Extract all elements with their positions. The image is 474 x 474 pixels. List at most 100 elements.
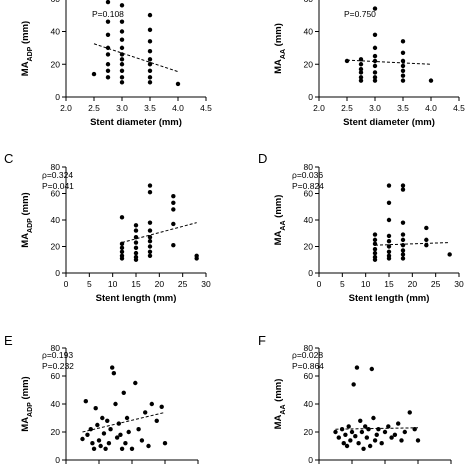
data-point: [154, 418, 159, 423]
y-tick-label: 0: [308, 455, 313, 465]
y-tick-label: 80: [304, 343, 314, 353]
data-point: [83, 399, 89, 404]
data-point: [386, 233, 392, 239]
x-tick-label: 25: [431, 279, 441, 289]
y-tick-label: 60: [51, 0, 61, 4]
data-point: [119, 245, 125, 251]
data-point: [400, 252, 406, 257]
data-point: [171, 221, 176, 227]
data-point: [105, 52, 111, 57]
data-point: [346, 424, 351, 429]
data-point: [119, 37, 125, 42]
data-point: [344, 58, 350, 64]
x-tick-label: 30: [201, 279, 211, 289]
data-point: [119, 215, 125, 220]
y-tick-label: 20: [304, 59, 314, 69]
x-tick-label: 3.5: [397, 103, 409, 113]
data-point: [400, 232, 406, 237]
data-point: [400, 256, 406, 261]
x-tick-label: 2.0: [313, 103, 325, 113]
x-tick-label: 2.5: [88, 103, 100, 113]
data-point: [106, 441, 112, 446]
x-tick-label: 2.0: [60, 103, 72, 113]
y-axis-label-unit: (mm): [20, 376, 31, 402]
data-point: [85, 432, 90, 437]
data-point: [162, 441, 168, 446]
y-tick-label: 20: [304, 242, 314, 252]
data-point: [98, 443, 103, 449]
y-tick-label: 0: [308, 92, 313, 102]
panel-letter: E: [4, 333, 13, 348]
x-tick-label: 4.0: [425, 103, 437, 113]
data-point: [108, 427, 113, 432]
data-point: [400, 73, 406, 78]
y-tick-label: 40: [51, 27, 61, 37]
y-axis-label-main: MA: [20, 417, 31, 432]
data-point: [119, 75, 125, 80]
y-axis-label-unit: (mm): [273, 195, 284, 221]
x-tick-label: 20: [408, 279, 418, 289]
data-point: [159, 404, 164, 409]
data-point: [136, 427, 141, 432]
data-point: [147, 220, 153, 225]
y-tick-label: 40: [304, 399, 314, 409]
data-point: [415, 438, 421, 443]
data-point: [367, 443, 373, 449]
data-point: [361, 446, 366, 451]
data-point: [400, 242, 406, 248]
panel-b: 2.0 2.5 3.0 3.5 4.0 4.5 0 20 40 60 Stent diameter …: [273, 0, 465, 128]
data-point: [147, 39, 153, 44]
data-point: [147, 75, 153, 80]
data-point: [372, 53, 378, 59]
y-axis-label: MAAA (mm): [273, 23, 287, 74]
data-point: [372, 75, 378, 80]
data-point: [372, 246, 378, 252]
data-point: [143, 410, 148, 415]
y-tick-label: 0: [55, 455, 60, 465]
x-tick-label: 25: [178, 279, 188, 289]
data-point: [147, 239, 153, 244]
y-axis-label-unit: (mm): [20, 192, 31, 218]
data-point: [376, 427, 381, 432]
y-axis-label-sub: AA: [280, 49, 287, 59]
x-tick-label: 0: [64, 279, 69, 289]
y-axis-label-main: MA: [20, 61, 31, 76]
data-point: [119, 45, 125, 51]
data-point: [119, 62, 125, 67]
y-axis-label-unit: (mm): [20, 21, 31, 47]
panel-d: 0 5 10 15 20 25 30 0 20 40 60 80 Stent length (mm) MA…: [258, 151, 464, 304]
data-point: [119, 68, 125, 74]
x-tick-label: 3.0: [369, 103, 381, 113]
data-point: [139, 438, 145, 443]
y-tick-label: 60: [304, 0, 314, 4]
y-tick-label: 80: [51, 343, 61, 353]
data-point: [400, 58, 406, 64]
x-axis-label: Stent length (mm): [96, 293, 177, 304]
y-axis-label-sub: ADP: [27, 218, 34, 233]
data-point: [100, 415, 105, 421]
data-point: [110, 365, 115, 370]
x-tick-label: 15: [131, 279, 141, 289]
stat-text: ρ=0.193: [42, 350, 73, 360]
data-point: [407, 410, 412, 415]
data-point: [372, 250, 378, 256]
data-point: [133, 250, 139, 256]
data-point: [91, 71, 97, 77]
data-point: [123, 441, 128, 446]
data-point: [372, 63, 378, 69]
x-tick-label: 20: [155, 279, 165, 289]
data-point: [147, 244, 153, 249]
data-point: [105, 68, 111, 74]
data-point: [105, 418, 110, 423]
panel-c: 0 5 10 15 20 25 30 0 20 40 60 80 Stent length (mm) MA…: [4, 151, 211, 304]
data-point: [147, 27, 153, 33]
data-point: [369, 366, 374, 372]
data-point: [400, 68, 406, 74]
data-point: [372, 232, 378, 237]
data-point: [119, 249, 125, 254]
data-point: [147, 57, 153, 62]
data-point: [101, 431, 107, 436]
y-tick-label: 80: [51, 162, 61, 172]
data-point: [333, 429, 338, 435]
data-point: [400, 50, 406, 55]
